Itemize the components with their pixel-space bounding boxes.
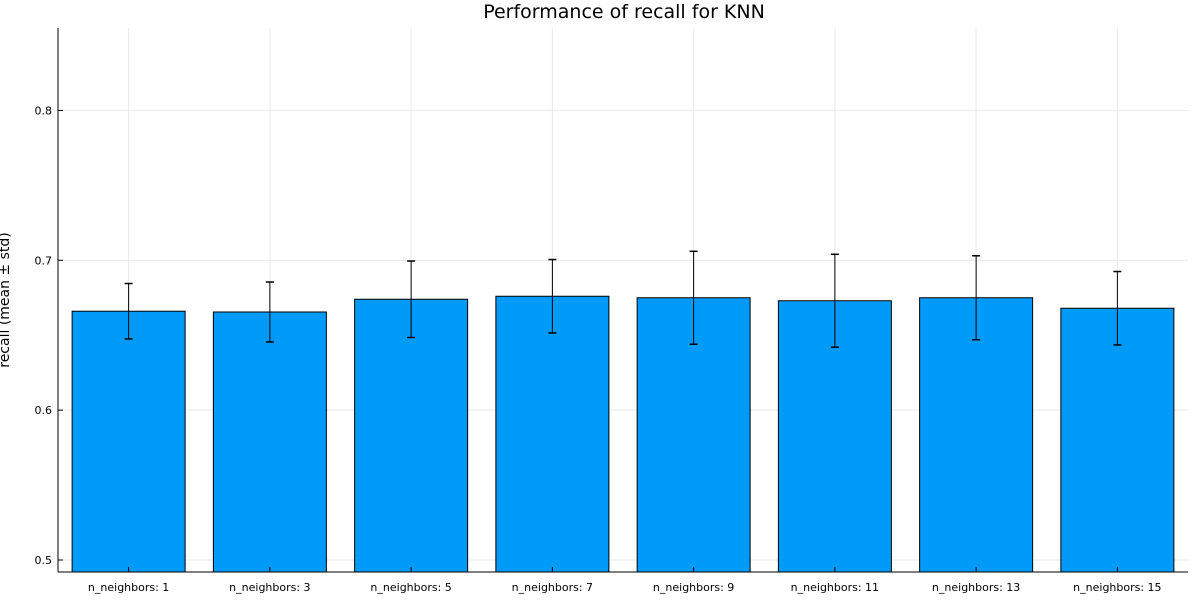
error-bar <box>548 258 557 334</box>
x-tick-label: n_neighbors: 1 <box>88 581 169 594</box>
bar <box>1060 307 1175 573</box>
x-ticks: n_neighbors: 1 n_neighbors: 3 n_neighbors:… <box>88 567 1162 594</box>
y-tick-label: 0.8 <box>35 104 53 117</box>
error-bar <box>1113 270 1122 346</box>
y-tick-label: 0.5 <box>35 554 53 567</box>
bars <box>71 295 1175 573</box>
bar <box>354 298 469 573</box>
axes <box>57 28 1188 573</box>
error-bars <box>124 250 1122 348</box>
error-bar <box>407 260 416 339</box>
y-tick-label: 0.7 <box>35 254 53 267</box>
y-tick-label: 0.6 <box>35 404 53 417</box>
y-axis-label: recall (mean ± std) <box>0 232 13 368</box>
bar <box>212 311 327 573</box>
bar <box>71 310 186 573</box>
x-tick-label: n_neighbors: 9 <box>653 581 734 594</box>
error-bar <box>689 250 698 345</box>
error-bar <box>830 253 839 348</box>
y-ticks: 0.5 0.6 0.7 0.8 <box>35 104 63 567</box>
chart-title: Performance of recall for KNN <box>483 1 765 23</box>
x-tick-label: n_neighbors: 7 <box>512 581 593 594</box>
x-tick-label: n_neighbors: 15 <box>1073 581 1161 594</box>
bar <box>495 295 610 573</box>
error-bar <box>972 255 981 341</box>
error-bar <box>265 281 274 343</box>
x-tick-label: n_neighbors: 11 <box>791 581 879 594</box>
error-bar <box>124 282 133 340</box>
x-tick-label: n_neighbors: 5 <box>370 581 451 594</box>
x-tick-label: n_neighbors: 13 <box>932 581 1020 594</box>
x-tick-label: n_neighbors: 3 <box>229 581 310 594</box>
